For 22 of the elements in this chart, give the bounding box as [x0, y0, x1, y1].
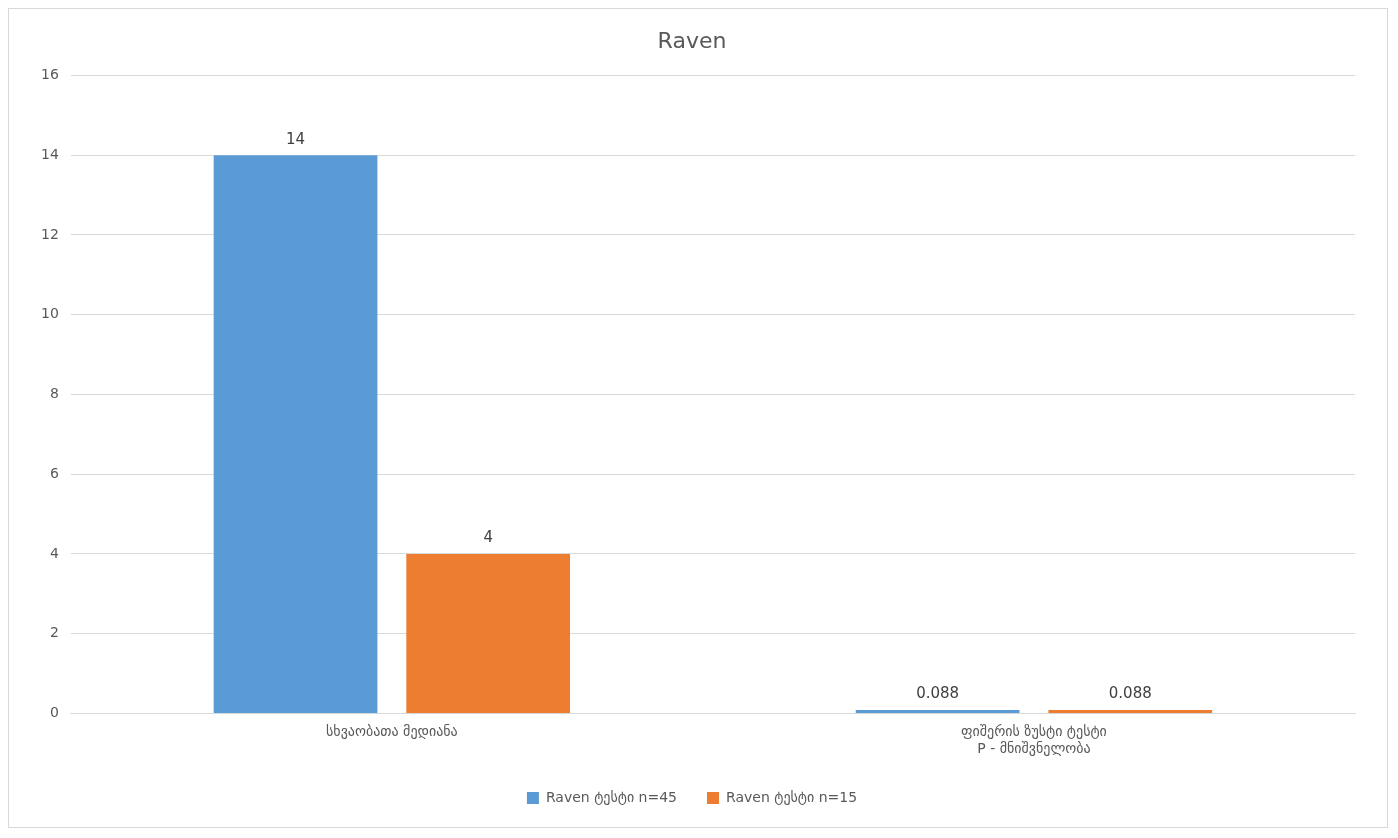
data-label: 14 [286, 129, 306, 148]
bar [1048, 709, 1213, 713]
bar [855, 709, 1020, 713]
data-label: 0.088 [1108, 684, 1152, 703]
y-tick-label: 16 [40, 66, 59, 83]
data-label: 4 [483, 528, 493, 547]
legend-label: Raven ტესტი n=15 [726, 788, 858, 805]
y-tick-label: 14 [40, 145, 59, 162]
x-tick-label: სხვაობათა მედიანა [326, 723, 458, 740]
y-tick-label: 10 [40, 305, 59, 322]
y-tick-label: 2 [49, 624, 59, 641]
legend-label: Raven ტესტი n=45 [545, 788, 678, 805]
y-tick-label: 12 [40, 225, 59, 242]
y-tick-label: 0 [49, 704, 59, 721]
x-tick-label: ფიშერის ზუსტი ტესტი P - მნიშვნელობა [961, 723, 1107, 757]
data-label: 0.088 [916, 684, 960, 703]
y-tick-label: 6 [49, 464, 59, 481]
bar [213, 155, 378, 713]
y-tick-label: 8 [49, 385, 59, 402]
bar [406, 553, 571, 713]
chart-title: Raven [657, 27, 727, 53]
y-tick-label: 4 [49, 544, 59, 561]
